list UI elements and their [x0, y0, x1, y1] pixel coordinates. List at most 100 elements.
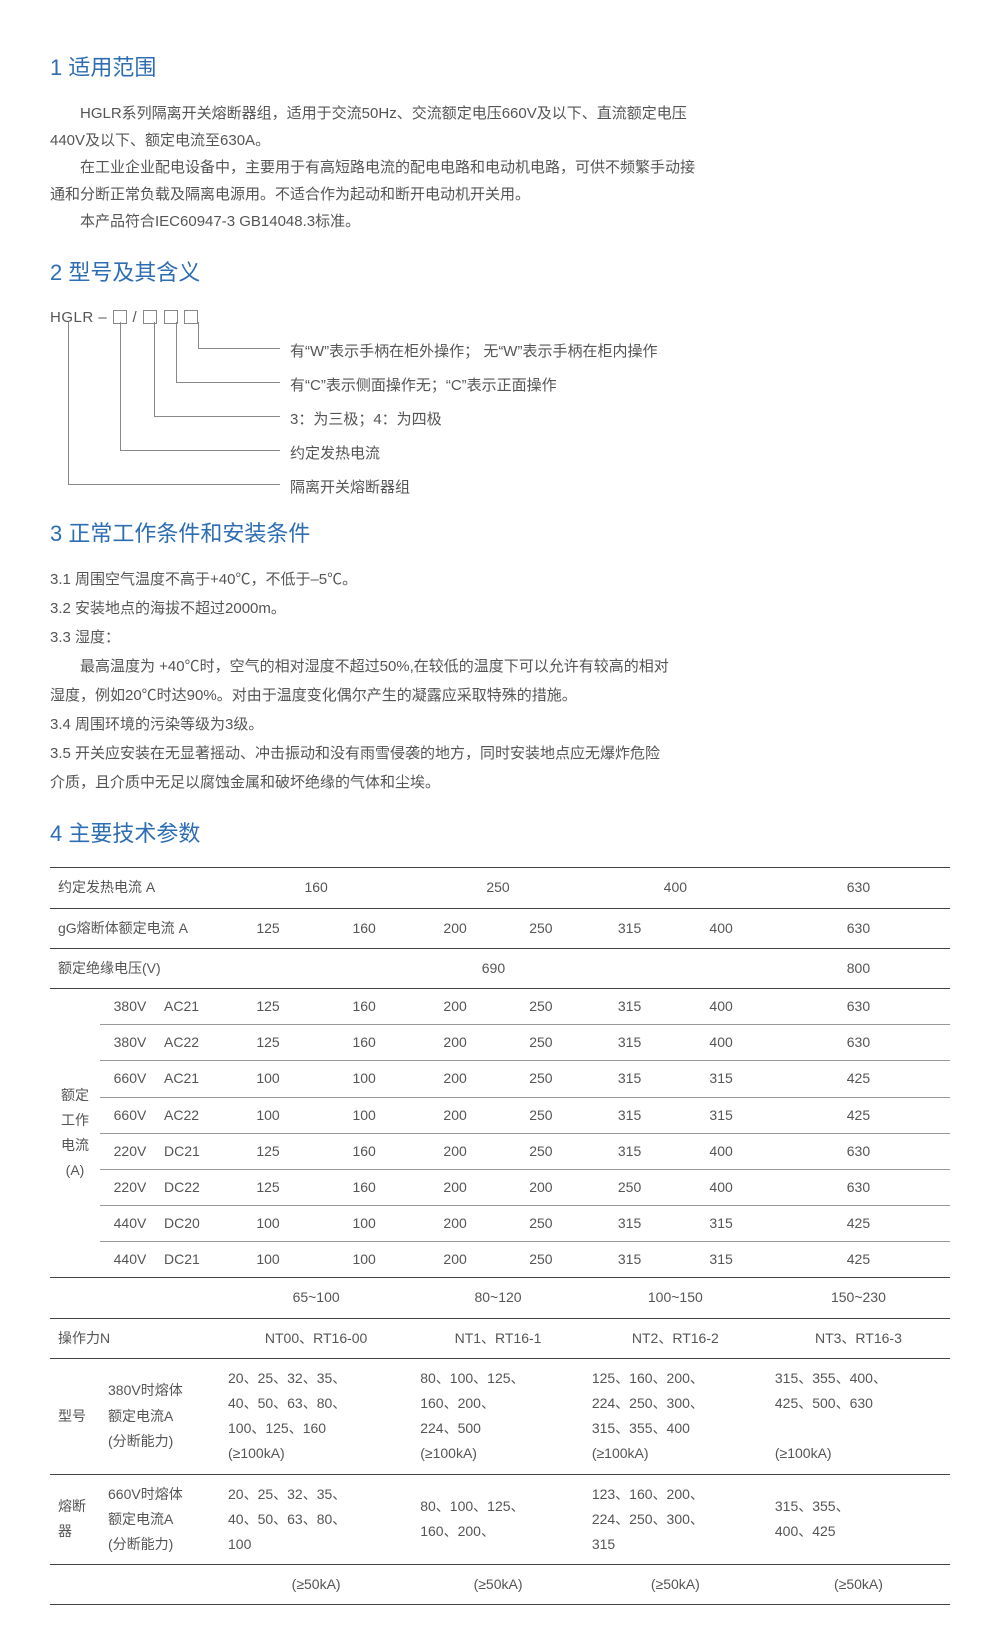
rated-v-4: 220V	[100, 1133, 160, 1169]
rated-v-2: 660V	[100, 1061, 160, 1097]
rated-code-2: AC21	[160, 1061, 220, 1097]
rated-7-0: 100	[220, 1242, 316, 1278]
rated-3-4: 315	[584, 1097, 676, 1133]
s1-p1b: 440V及以下、额定电流至630A。	[50, 127, 950, 154]
rated-3-2: 200	[412, 1097, 498, 1133]
s3-i1: 3.1 周围空气温度不高于+40℃，不低于–5℃。	[50, 566, 950, 593]
rated-7-5: 315	[675, 1242, 767, 1278]
vline-3	[154, 322, 155, 416]
r2-c3: 250	[498, 908, 584, 948]
r2-c1: 160	[316, 908, 412, 948]
s1-p2: 在工业企业配电设备中，主要用于有高短路电流的配电电路和电动机电路，可供不频繁手动…	[50, 154, 950, 181]
rated-4-2: 200	[412, 1133, 498, 1169]
rated-5-1: 160	[316, 1169, 412, 1205]
s3-i2: 3.2 安装地点的海拔不超过2000m。	[50, 595, 950, 622]
box4	[184, 310, 198, 324]
section4-title: 4 主要技术参数	[50, 814, 950, 854]
range-2: 100~150	[584, 1278, 767, 1318]
rated-2-4: 315	[584, 1061, 676, 1097]
r2-c5: 400	[675, 908, 767, 948]
rated-3-6: 425	[767, 1097, 950, 1133]
rated-2-0: 100	[220, 1061, 316, 1097]
rated-v-0: 380V	[100, 988, 160, 1024]
fuse-b1: (≥50kA)	[220, 1565, 412, 1605]
model-c1: 20、25、32、35、 40、50、63、80、 100、125、160 (≥…	[220, 1358, 412, 1474]
hline-2	[176, 382, 280, 383]
rated-0-3: 250	[498, 988, 584, 1024]
rated-0-4: 315	[584, 988, 676, 1024]
rated-code-3: AC22	[160, 1097, 220, 1133]
vline-2	[120, 322, 121, 450]
fuse-b2: (≥50kA)	[412, 1565, 584, 1605]
rated-code-7: DC21	[160, 1242, 220, 1278]
rated-5-2: 200	[412, 1169, 498, 1205]
r1-c0: 160	[220, 868, 412, 908]
s3-i4: 3.4 周围环境的污染等级为3级。	[50, 711, 950, 738]
fuse-sub660: 660V时熔体 额定电流A (分断能力)	[100, 1474, 220, 1565]
vline-5	[198, 322, 199, 348]
rated-7-1: 100	[316, 1242, 412, 1278]
hline-5	[68, 484, 280, 485]
s1-p1: HGLR系列隔离开关熔断器组，适用于交流50Hz、交流额定电压660V及以下、直…	[50, 100, 950, 127]
rated-2-3: 250	[498, 1061, 584, 1097]
r2-c4: 315	[584, 908, 676, 948]
rated-1-5: 400	[675, 1025, 767, 1061]
opforce-3: NT3、RT16-3	[767, 1318, 950, 1358]
rated-0-1: 160	[316, 988, 412, 1024]
rated-4-3: 250	[498, 1133, 584, 1169]
rated-0-5: 400	[675, 988, 767, 1024]
rated-1-2: 200	[412, 1025, 498, 1061]
rated-1-4: 315	[584, 1025, 676, 1061]
s3-i3: 3.3 湿度：	[50, 624, 950, 651]
rated-4-5: 400	[675, 1133, 767, 1169]
rated-0-0: 125	[220, 988, 316, 1024]
rated-label: 额定 工作 电流 (A)	[50, 988, 100, 1278]
rated-6-6: 425	[767, 1206, 950, 1242]
opforce-0: NT00、RT16-00	[220, 1318, 412, 1358]
range-3: 150~230	[767, 1278, 950, 1318]
hline-4	[120, 450, 280, 451]
s3-i3a: 最高温度为 +40℃时，空气的相对湿度不超过50%,在较低的温度下可以允许有较高…	[50, 653, 950, 680]
rated-v-1: 380V	[100, 1025, 160, 1061]
r2-c6: 630	[767, 908, 950, 948]
hline-1	[198, 348, 280, 349]
rated-7-3: 250	[498, 1242, 584, 1278]
model-slash: /	[128, 309, 142, 326]
r2-c0: 125	[220, 908, 316, 948]
fuse-b4: (≥50kA)	[767, 1565, 950, 1605]
range-0: 65~100	[220, 1278, 412, 1318]
rated-4-0: 125	[220, 1133, 316, 1169]
rated-7-2: 200	[412, 1242, 498, 1278]
rated-6-2: 200	[412, 1206, 498, 1242]
rated-1-1: 160	[316, 1025, 412, 1061]
section1-title: 1 适用范围	[50, 48, 950, 88]
rated-0-6: 630	[767, 988, 950, 1024]
rated-6-5: 315	[675, 1206, 767, 1242]
model-c3: 125、160、200、 224、250、300、 315、355、400 (≥…	[584, 1358, 767, 1474]
s3-i3b: 湿度，例如20℃时达90%。对由于温度变化偶尔产生的凝露应采取特殊的措施。	[50, 682, 950, 709]
opforce-label: 操作力N	[50, 1318, 220, 1358]
rated-6-4: 315	[584, 1206, 676, 1242]
rated-0-2: 200	[412, 988, 498, 1024]
rated-code-4: DC21	[160, 1133, 220, 1169]
rated-5-6: 630	[767, 1169, 950, 1205]
fuse-label: 熔断器	[50, 1474, 100, 1565]
rated-v-6: 440V	[100, 1206, 160, 1242]
rated-2-5: 315	[675, 1061, 767, 1097]
r1-c3: 630	[767, 868, 950, 908]
rated-v-3: 660V	[100, 1097, 160, 1133]
hline-3	[154, 416, 280, 417]
r1-c1: 250	[412, 868, 584, 908]
rated-4-1: 160	[316, 1133, 412, 1169]
section3-title: 3 正常工作条件和安装条件	[50, 514, 950, 554]
model-c4: 315、355、400、 425、500、630 (≥100kA)	[767, 1358, 950, 1474]
r2-label: gG熔断体额定电流 A	[50, 908, 220, 948]
rated-3-5: 315	[675, 1097, 767, 1133]
d-label-1: 有“W”表示手柄在柜外操作； 无“W”表示手柄在柜内操作	[290, 338, 657, 365]
rated-5-0: 125	[220, 1169, 316, 1205]
d-label-5: 隔离开关熔断器组	[290, 474, 410, 501]
rated-v-7: 440V	[100, 1242, 160, 1278]
r2-c2: 200	[412, 908, 498, 948]
rated-5-3: 200	[498, 1169, 584, 1205]
r3-690: 690	[220, 948, 767, 988]
